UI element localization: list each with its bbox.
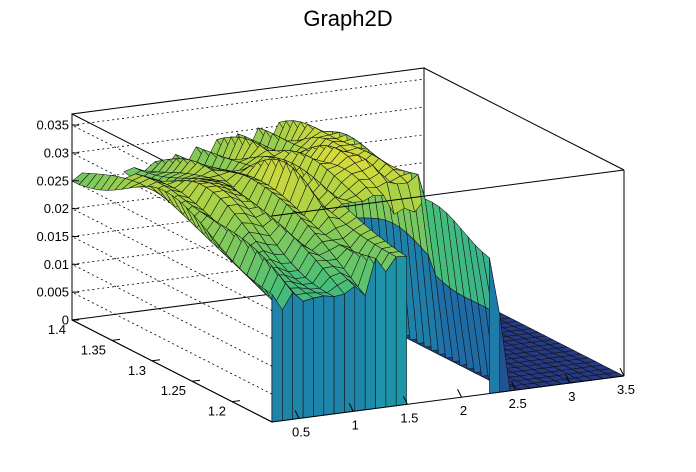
front-skirt-12 bbox=[395, 256, 407, 407]
x-tick-3 bbox=[457, 389, 462, 398]
chart-title: Graph2D bbox=[303, 6, 392, 31]
z-tick-label-6: 0.03 bbox=[44, 145, 69, 160]
front-skirt-10 bbox=[375, 258, 387, 409]
z-tick-label-4: 0.02 bbox=[44, 201, 69, 216]
z-tick-label-3: 0.015 bbox=[36, 229, 69, 244]
y-tick-3 bbox=[111, 338, 121, 341]
y-tick-label-3: 1.35 bbox=[81, 342, 106, 357]
front-skirt-7 bbox=[344, 286, 356, 413]
x-tick-2 bbox=[402, 396, 408, 405]
front-skirt-5 bbox=[323, 295, 335, 416]
y-tick-2 bbox=[151, 359, 161, 362]
x-tick-6 bbox=[619, 367, 625, 377]
x-tick-label-0: 0.5 bbox=[292, 424, 310, 439]
front-skirt-21 bbox=[489, 257, 501, 394]
front-skirt-3 bbox=[302, 297, 314, 419]
grid-line-z-7 bbox=[70, 78, 425, 228]
x-tick-label-6: 3.5 bbox=[617, 382, 635, 397]
x-axis-line bbox=[271, 375, 625, 423]
y-tick-label-4: 1.4 bbox=[48, 322, 66, 337]
y-axis-line bbox=[71, 319, 273, 423]
y-tick-label-1: 1.25 bbox=[161, 383, 186, 398]
front-skirt-11 bbox=[385, 256, 397, 408]
x-tick-label-4: 2.5 bbox=[509, 396, 527, 411]
z-axis: 0 0.005 0.01 0.015 0.02 0.025 0.03 0.035 bbox=[36, 114, 79, 328]
y-axis: 1.2 1.25 1.3 1.35 1.4 bbox=[48, 318, 273, 423]
front-skirt-0 bbox=[271, 294, 283, 423]
z-tick-label-7: 0.035 bbox=[36, 118, 69, 133]
front-skirt-8 bbox=[354, 286, 366, 412]
x-tick-label-5: 3 bbox=[568, 389, 575, 404]
x-tick-5 bbox=[565, 374, 571, 384]
grid-line-z-6 bbox=[70, 106, 425, 256]
x-tick-label-1: 1 bbox=[352, 417, 359, 432]
front-frame bbox=[271, 67, 625, 376]
y-tick-label-0: 1.2 bbox=[208, 404, 226, 419]
surface-mesh bbox=[71, 120, 625, 423]
y-tick-4 bbox=[71, 318, 81, 321]
x-axis: 0.5 1 1.5 2 2.5 3 3.5 bbox=[271, 367, 635, 439]
z-tick-label-2: 0.01 bbox=[44, 257, 69, 272]
x-tick-0 bbox=[294, 410, 300, 419]
y-tick-1 bbox=[191, 379, 201, 382]
front-skirt-1 bbox=[282, 292, 293, 421]
front-skirt-4 bbox=[313, 295, 325, 417]
frame-edge-top-front bbox=[271, 169, 625, 217]
frame-edge-top-right bbox=[423, 67, 625, 171]
z-tick-label-0: 0 bbox=[62, 313, 69, 328]
x-tick-label-3: 2 bbox=[460, 403, 467, 418]
z-tick-label-5: 0.025 bbox=[36, 173, 69, 188]
z-tick-label-1: 0.005 bbox=[36, 285, 69, 300]
x-tick-1 bbox=[348, 403, 354, 412]
y-tick-0 bbox=[231, 400, 241, 403]
x-tick-4 bbox=[511, 381, 517, 391]
front-skirt-6 bbox=[333, 293, 345, 415]
x-tick-label-2: 1.5 bbox=[400, 410, 418, 425]
front-skirt-2 bbox=[292, 292, 304, 420]
y-tick-label-2: 1.3 bbox=[128, 363, 146, 378]
